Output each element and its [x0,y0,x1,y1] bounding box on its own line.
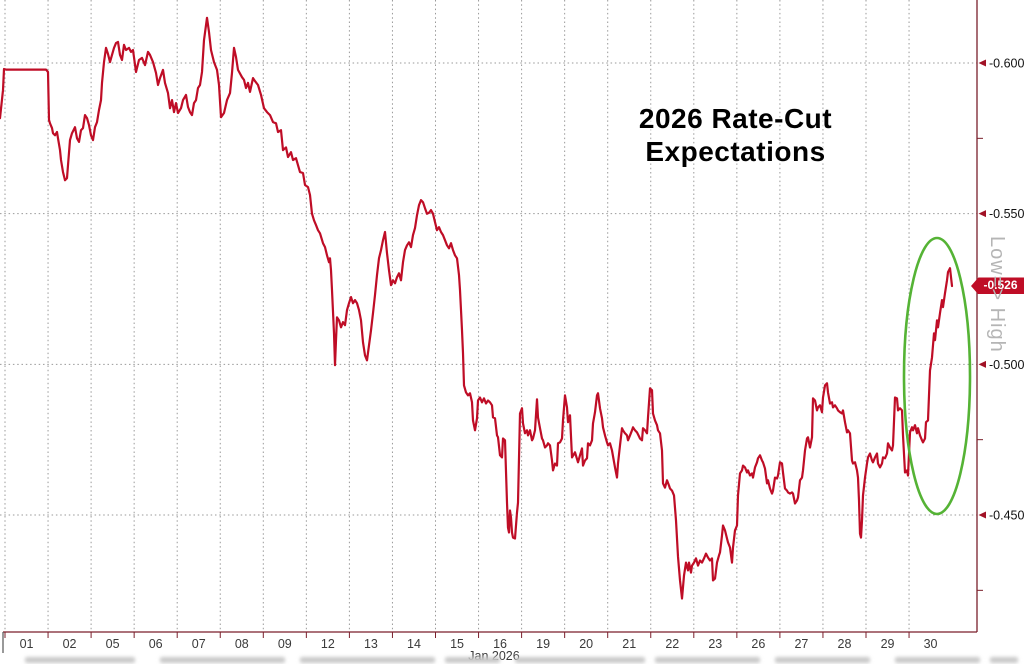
x-day-label: 12 [321,637,335,651]
x-day-label: 21 [622,637,636,651]
x-day-label: 09 [278,637,292,651]
x-day-label: 29 [881,637,895,651]
y-tick-label: -0.600 [989,57,1024,71]
x-day-label: 05 [106,637,120,651]
y-tick-arrow [978,360,986,368]
price-line [0,16,954,600]
y-tick-arrow [978,210,986,218]
blurred-text-block [655,657,760,663]
y-axis-labels: -0.600 -0.550 -0.500 -0.450 [989,57,1024,523]
price-series-line [0,16,954,600]
x-day-label: 01 [20,637,34,651]
y-tick-label: -0.450 [989,509,1024,523]
x-day-label: 28 [838,637,852,651]
x-day-label: 02 [63,637,77,651]
x-day-label: 16 [493,637,507,651]
x-day-label: 06 [149,637,163,651]
blurred-text-block [25,657,135,663]
chart-title-line2: Expectations [645,136,826,167]
x-day-label: 26 [751,637,765,651]
chart-title-annotation: 2026 Rate-Cut Expectations [603,102,868,168]
x-day-label: 19 [536,637,550,651]
x-day-label: 23 [708,637,722,651]
highlight-ellipse [902,236,972,516]
blurred-text-block [775,657,870,663]
blurred-text-block [445,657,500,663]
x-day-label: 13 [364,637,378,651]
blurred-text-block [990,657,1018,663]
x-axis-day-labels: 01 02 05 06 07 08 09 12 13 14 15 16 19 20 21 22 23 26 27 28… [20,637,938,651]
y-tick-arrow [978,59,986,67]
y-tick-label: -0.550 [989,207,1024,221]
axis-ticks [4,59,986,638]
x-day-label: 22 [665,637,679,651]
gridlines [0,0,977,632]
last-price-badge: -0.526 [971,277,1024,295]
last-price-value: -0.526 [983,278,1018,293]
axis-low-high-label: Low=> High [986,236,1008,353]
x-day-label: 08 [235,637,249,651]
x-day-label: 30 [924,637,938,651]
x-day-label: 27 [794,637,808,651]
x-day-label: 20 [579,637,593,651]
blurred-text-block [515,657,645,663]
chart-title-line1: 2026 Rate-Cut [638,103,833,134]
blurred-text-block [300,657,435,663]
x-day-label: 14 [407,637,421,651]
y-tick-label: -0.500 [989,358,1024,372]
y-tick-arrow [978,511,986,519]
blurred-text-block [895,657,980,663]
axes [2,0,978,653]
x-day-label: 07 [192,637,206,651]
x-day-label: 15 [450,637,464,651]
blurred-text-block [160,657,285,663]
